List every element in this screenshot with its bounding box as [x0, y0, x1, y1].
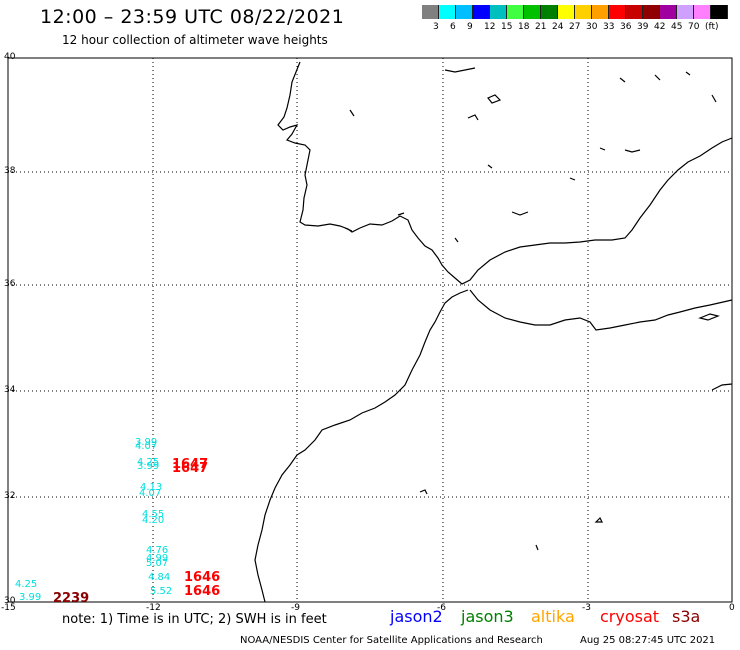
colorbar-label: 12 [484, 22, 496, 32]
swh-observation: 5.07 [146, 558, 169, 569]
footer-credit: NOAA/NESDIS Center for Satellite Applica… [240, 635, 543, 646]
colorbar-label: 33 [603, 22, 615, 32]
lon-label-m9: -9 [291, 603, 300, 613]
colorbar-label: 42 [654, 22, 666, 32]
lat-label-30: 30 [4, 596, 16, 606]
swh-observation: 1647 [172, 461, 209, 476]
colorbar-swatch [456, 5, 473, 19]
colorbar-label: 6 [450, 22, 456, 32]
map-title: 12:00 – 23:59 UTC 08/22/2021 [40, 6, 345, 28]
legend-jason3: jason3 [461, 607, 514, 626]
swh-observation: 4.07 [135, 441, 158, 452]
colorbar-label: 24 [552, 22, 564, 32]
graticule [8, 58, 732, 602]
colorbar-swatch [660, 5, 677, 19]
lat-label-32: 32 [4, 491, 16, 501]
colorbar-swatch [626, 5, 643, 19]
swh-observation: 4.25 [137, 457, 160, 468]
lat-label-40: 40 [4, 52, 16, 62]
swh-observation: 4.99 [146, 553, 169, 564]
colorbar-label: 70 [688, 22, 700, 32]
colorbar-label: 27 [569, 22, 581, 32]
legend-jason2: jason2 [390, 607, 443, 626]
swh-observation: 4.55 [142, 509, 165, 520]
swh-observation: 4.25 [15, 579, 38, 590]
wave-height-colorbar [422, 5, 728, 19]
colorbar-label: 39 [637, 22, 649, 32]
swh-observation: 5.52 [150, 586, 173, 597]
swh-observation: 4.13 [140, 482, 163, 493]
swh-observation: 3.99 [137, 461, 160, 472]
map-subtitle: 12 hour collection of altimeter wave hei… [62, 33, 328, 47]
footer-timestamp: Aug 25 08:27:45 UTC 2021 [580, 635, 716, 646]
colorbar-swatch [677, 5, 694, 19]
swh-observation: 4.20 [142, 515, 165, 526]
colorbar-swatch [609, 5, 626, 19]
colorbar-label: 36 [620, 22, 632, 32]
colorbar-label: 45 [671, 22, 683, 32]
lon-label-0: 0 [729, 603, 735, 613]
colorbar-swatch [524, 5, 541, 19]
lat-label-36: 36 [4, 279, 16, 289]
colorbar-swatch [473, 5, 490, 19]
colorbar-swatch [643, 5, 660, 19]
map-frame [7, 57, 733, 603]
colorbar-swatch [541, 5, 558, 19]
swh-observation: 1646 [184, 570, 221, 585]
colorbar-swatch [592, 5, 609, 19]
colorbar-swatch [490, 5, 507, 19]
lon-label-m6: -6 [437, 603, 446, 613]
lon-label-m3: -3 [582, 603, 591, 613]
colorbar-swatch [422, 5, 439, 19]
colorbar-swatch [575, 5, 592, 19]
swh-observation: 1647 [172, 457, 209, 472]
legend-s3a: s3a [672, 607, 701, 626]
colorbar-swatch [439, 5, 456, 19]
colorbar-label: (ft) [705, 22, 719, 32]
colorbar-swatch [558, 5, 575, 19]
units-note: note: 1) Time is in UTC; 2) SWH is in fe… [62, 612, 327, 627]
colorbar-label: 18 [518, 22, 530, 32]
colorbar-label: 15 [501, 22, 513, 32]
lon-label-m15: -15 [1, 603, 16, 613]
swh-observation: 3.99 [135, 437, 158, 448]
colorbar-swatch [507, 5, 524, 19]
swh-observation: 3.99 [19, 592, 42, 603]
colorbar-label: 21 [535, 22, 547, 32]
swh-observation: 4.76 [146, 545, 169, 556]
coastline-north-africa [469, 289, 733, 331]
colorbar-swatch [694, 5, 711, 19]
swh-observation: 4.07 [139, 488, 162, 499]
swh-observation: 4.84 [148, 572, 171, 583]
colorbar-label: 30 [586, 22, 598, 32]
island-features [344, 67, 733, 551]
colorbar-label: 3 [433, 22, 439, 32]
lat-label-38: 38 [4, 166, 16, 176]
swh-observation: 1646 [184, 584, 221, 599]
legend-cryosat: cryosat [600, 607, 660, 626]
lon-label-m12: -12 [146, 603, 161, 613]
colorbar-swatch [711, 5, 728, 19]
lat-label-34: 34 [4, 385, 16, 395]
colorbar-label: 9 [467, 22, 473, 32]
legend-altika: altika [531, 607, 575, 626]
swh-observation: 2239 [53, 591, 90, 606]
coastline-morocco [254, 289, 469, 603]
coastline-iberia [277, 61, 733, 285]
